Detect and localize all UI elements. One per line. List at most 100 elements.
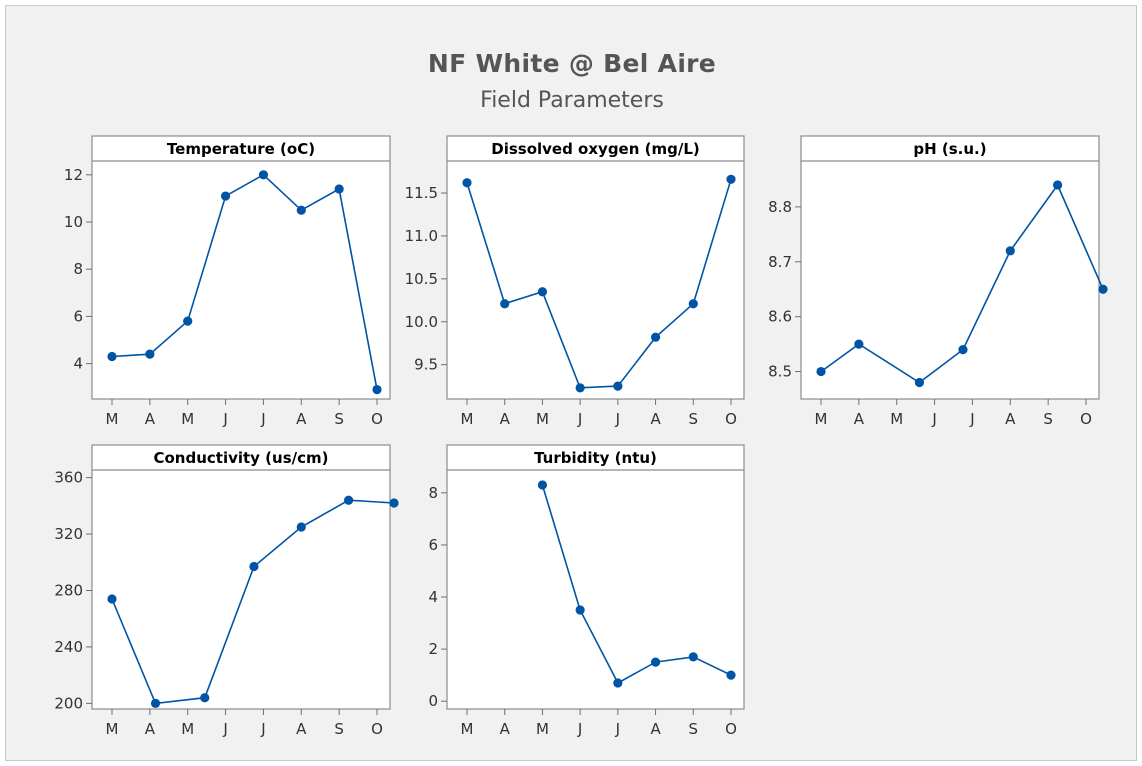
chart-figure: NF White @ Bel Aire Field Parameters Tem… <box>5 5 1137 761</box>
x-tick-label: A <box>500 410 511 428</box>
x-tick-label: J <box>222 410 227 428</box>
data-point <box>613 381 623 391</box>
x-tick-label: J <box>931 410 936 428</box>
data-point <box>688 299 698 309</box>
x-tick-label: O <box>371 410 383 428</box>
data-point <box>107 594 117 604</box>
x-tick-label: A <box>500 720 511 738</box>
x-tick-label: M <box>181 720 194 738</box>
data-point <box>575 605 585 615</box>
x-tick-label: S <box>1043 410 1053 428</box>
data-point <box>344 495 354 505</box>
chart-panel: Conductivity (us/cm) 200 240 280 320 360 M A M J J… <box>54 444 399 738</box>
panel-title: Conductivity (us/cm) <box>153 449 328 467</box>
x-tick-label: M <box>890 410 903 428</box>
x-tick-label: M <box>536 410 549 428</box>
data-point <box>258 170 269 180</box>
panel-title: Temperature (oC) <box>167 140 315 158</box>
chart-panel: Dissolved oxygen (mg/L) 9.5 10.0 10.5 11.0 11… <box>405 135 745 428</box>
data-point <box>296 522 306 532</box>
plot-area <box>447 445 744 709</box>
y-tick-label: 6 <box>428 536 438 554</box>
x-tick-label: M <box>815 410 828 428</box>
y-tick-label: 8.5 <box>768 363 792 381</box>
y-tick-label: 2 <box>428 640 438 658</box>
y-tick-label: 280 <box>54 582 83 600</box>
x-tick-label: J <box>260 720 265 738</box>
y-tick-label: 200 <box>54 694 83 712</box>
x-tick-label: S <box>334 410 344 428</box>
data-point <box>1005 246 1015 256</box>
x-tick-label: A <box>1005 410 1016 428</box>
panel-title: pH (s.u.) <box>913 140 986 158</box>
y-tick-label: 10.0 <box>405 313 438 331</box>
data-point <box>372 384 382 395</box>
data-point <box>462 178 472 188</box>
x-tick-label: M <box>461 720 474 738</box>
x-tick-label: S <box>689 410 699 428</box>
x-tick-label: J <box>615 410 620 428</box>
y-tick-label: 11.5 <box>405 184 438 202</box>
data-point <box>726 174 736 184</box>
x-tick-label: S <box>334 720 344 738</box>
x-tick-label: A <box>296 720 307 738</box>
y-tick-label: 12 <box>64 166 83 184</box>
chart-panel: pH (s.u.) 8.5 8.6 8.7 8.8 M A M J J A S O <box>768 135 1108 428</box>
data-point <box>249 561 259 572</box>
data-point <box>650 332 661 342</box>
panel-frame <box>800 135 1100 400</box>
series-line <box>111 173 378 390</box>
x-tick-label: A <box>854 410 865 428</box>
x-tick-label: M <box>106 410 119 428</box>
chart-panel: Temperature (oC) 4 6 8 10 12 M A M J J A S O <box>64 135 391 428</box>
x-tick-label: J <box>577 410 582 428</box>
y-tick-label: 4 <box>428 588 438 606</box>
data-point <box>688 652 698 662</box>
panel-frame <box>91 135 391 400</box>
plot-area <box>92 136 390 399</box>
x-tick-label: J <box>969 410 974 428</box>
x-tick-label: A <box>145 720 156 738</box>
data-point <box>1053 180 1063 190</box>
data-point <box>334 184 344 194</box>
y-tick-label: 8 <box>428 484 438 502</box>
x-tick-label: O <box>1080 410 1092 428</box>
data-point <box>1098 284 1108 294</box>
data-point <box>500 299 510 309</box>
x-tick-label: J <box>260 410 265 428</box>
x-tick-label: A <box>145 410 156 428</box>
data-point <box>150 698 161 708</box>
x-tick-label: S <box>689 720 699 738</box>
panel-title: Dissolved oxygen (mg/L) <box>491 140 700 158</box>
panel-frame <box>446 135 745 400</box>
x-tick-label: A <box>650 410 661 428</box>
data-point <box>958 345 968 355</box>
x-tick-label: A <box>296 410 307 428</box>
data-point <box>389 498 399 508</box>
data-point <box>914 377 925 388</box>
x-tick-label: J <box>615 720 620 738</box>
x-tick-label: J <box>222 720 227 738</box>
y-tick-label: 320 <box>54 525 83 543</box>
data-point <box>296 205 306 215</box>
x-tick-label: O <box>725 720 737 738</box>
x-tick-label: M <box>461 410 474 428</box>
plot-area <box>447 136 744 399</box>
data-point <box>575 383 585 393</box>
data-point <box>613 678 623 688</box>
data-point <box>726 670 736 680</box>
plot-area <box>801 136 1099 399</box>
panel-header <box>801 136 1099 161</box>
y-tick-label: 6 <box>73 307 83 325</box>
y-tick-label: 10.5 <box>405 270 438 288</box>
y-tick-label: 8.8 <box>768 198 792 216</box>
y-tick-label: 4 <box>73 355 83 373</box>
chart-panel: Turbidity (ntu) 0 2 4 6 8 M A M J J A S O <box>428 444 745 738</box>
panel-frame <box>91 444 391 710</box>
x-tick-label: M <box>181 410 194 428</box>
y-tick-label: 9.5 <box>414 356 438 374</box>
y-tick-label: 240 <box>54 638 83 656</box>
panel-header <box>447 445 744 470</box>
data-point <box>650 657 661 667</box>
